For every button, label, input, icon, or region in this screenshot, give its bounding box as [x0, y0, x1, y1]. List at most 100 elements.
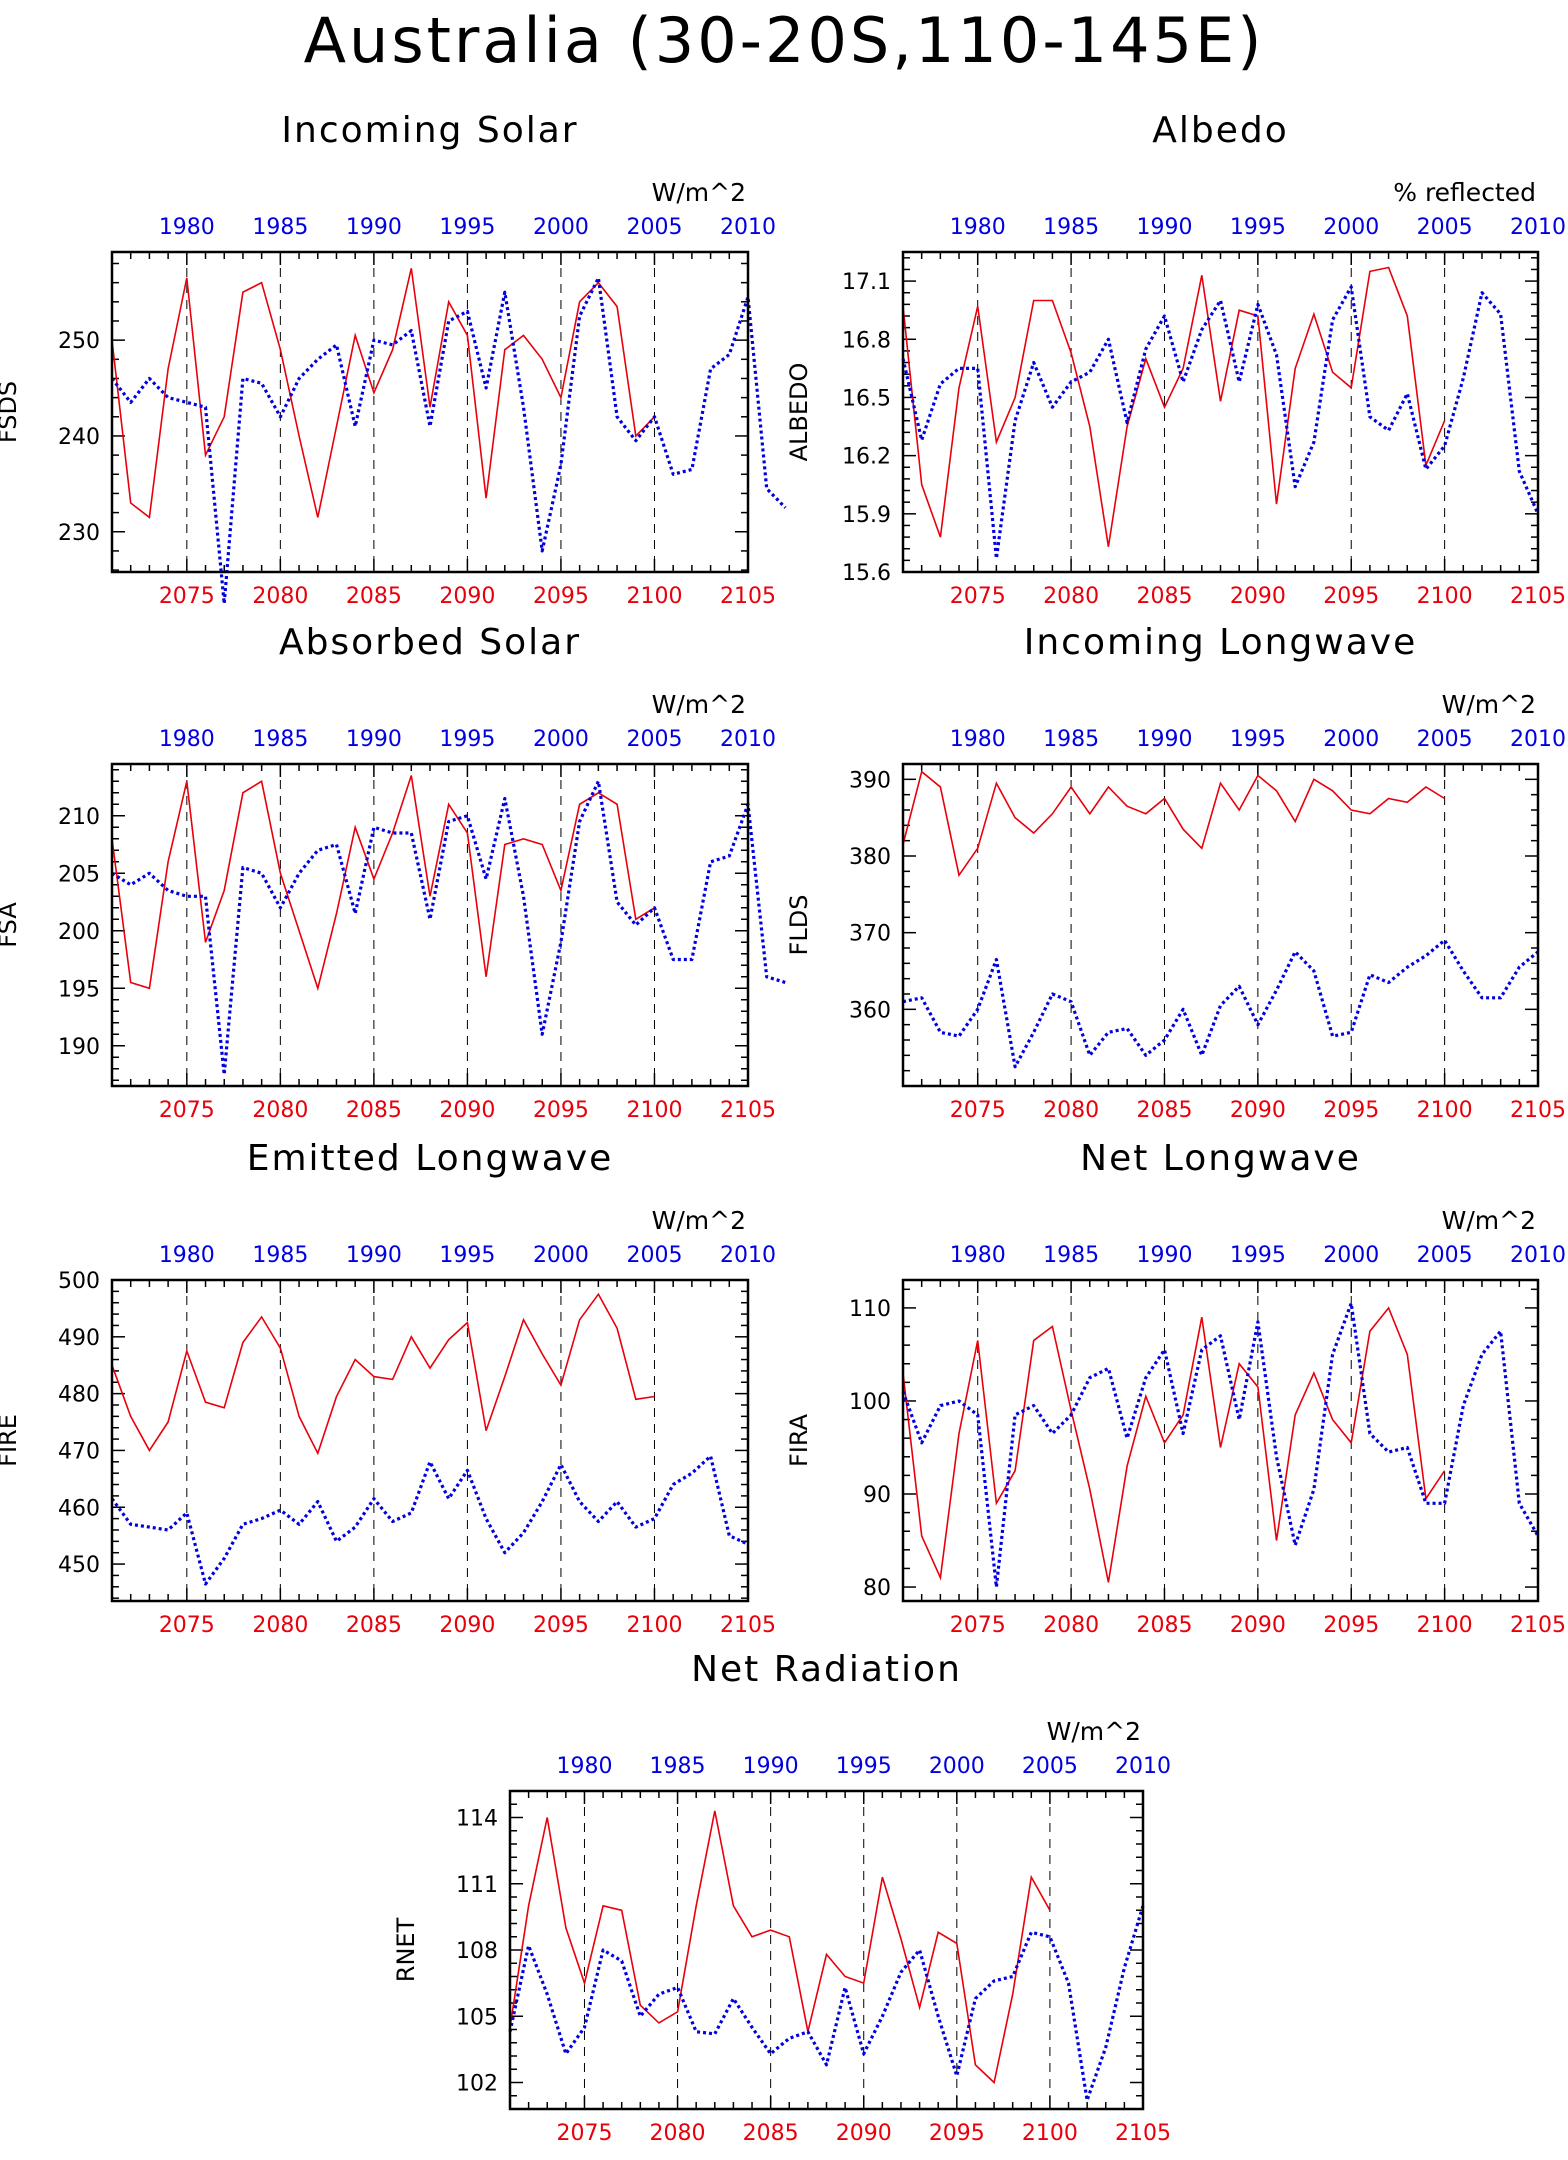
y-axis-label: RNET — [392, 1917, 420, 1982]
x-tick-label-top: 2005 — [626, 727, 682, 752]
units-label: W/m^2 — [1442, 690, 1536, 719]
y-tick-label: 16.2 — [842, 445, 891, 470]
plot-frame — [508, 1789, 1145, 2111]
x-tick-label-top: 1985 — [1043, 727, 1099, 752]
x-tick-label-bottom: 2100 — [1417, 584, 1473, 609]
x-tick-label-top: 2010 — [1510, 727, 1566, 752]
x-tick-label-top: 1990 — [1136, 1243, 1192, 1268]
x-tick-label-top: 2010 — [720, 727, 776, 752]
x-tick-label-bottom: 2105 — [720, 1098, 776, 1123]
series-line-past — [110, 1454, 749, 1586]
chart-albedo: Albedo % reflected ALBEDO 15.6 15.9 16.2 16.5 1… — [785, 110, 1566, 609]
y-tick-label: 500 — [58, 1269, 100, 1294]
x-tick-label-bottom: 2100 — [626, 1098, 682, 1123]
y-tick-label: 108 — [456, 1939, 498, 1964]
y-tick-label: 240 — [58, 425, 100, 450]
x-tick-label-bottom: 2080 — [252, 1613, 308, 1638]
x-tick-label-bottom: 2095 — [1323, 584, 1379, 609]
chart-title: Albedo — [1152, 110, 1289, 151]
x-tick-label-bottom: 2105 — [720, 1613, 776, 1638]
chart-net-longwave: Net Longwave W/m^2 FIRA 80 90 100 110 2075 2080 2… — [785, 1138, 1566, 1638]
x-tick-label-bottom: 2090 — [836, 2121, 892, 2146]
x-tick-label-bottom: 2090 — [1230, 1613, 1286, 1638]
y-tick-label: 90 — [863, 1483, 891, 1508]
x-tick-label-top: 2010 — [720, 215, 776, 240]
x-tick-label-top: 2010 — [1510, 215, 1566, 240]
x-tick-label-bottom: 2095 — [533, 1613, 589, 1638]
series-line-past — [111, 779, 786, 1077]
plot-frame — [901, 250, 1540, 574]
series-line-future — [111, 268, 656, 519]
x-tick-label-top: 1980 — [159, 1243, 215, 1268]
x-tick-label-top: 2005 — [1417, 215, 1473, 240]
x-tick-label-top: 2000 — [533, 1243, 589, 1268]
chart-title: Absorbed Solar — [279, 622, 581, 663]
y-tick-label: 250 — [58, 329, 100, 354]
units-label: W/m^2 — [1442, 1206, 1536, 1235]
x-tick-label-top: 1995 — [439, 1243, 495, 1268]
x-tick-label-bottom: 2075 — [159, 1098, 215, 1123]
chart-title: Incoming Solar — [281, 110, 578, 151]
x-tick-label-bottom: 2095 — [533, 1098, 589, 1123]
x-tick-label-bottom: 2080 — [650, 2121, 706, 2146]
x-tick-label-top: 1985 — [1043, 1243, 1099, 1268]
x-tick-label-top: 1980 — [950, 727, 1006, 752]
units-label: W/m^2 — [652, 1206, 746, 1235]
x-tick-label-top: 2000 — [929, 1754, 985, 1779]
plot-frame — [110, 250, 750, 574]
x-tick-label-bottom: 2085 — [1136, 1098, 1192, 1123]
x-tick-label-top: 1985 — [252, 727, 308, 752]
x-tick-label-bottom: 2085 — [1136, 1613, 1192, 1638]
chart-title: Incoming Longwave — [1024, 622, 1418, 663]
x-tick-label-top: 1980 — [950, 215, 1006, 240]
y-axis-label: FSDS — [0, 381, 22, 443]
y-tick-label: 114 — [456, 1807, 498, 1832]
y-tick-label: 200 — [58, 920, 100, 945]
x-tick-label-top: 1980 — [556, 1754, 612, 1779]
y-tick-label: 17.1 — [842, 270, 891, 295]
y-tick-label: 190 — [58, 1035, 100, 1060]
series-line-future — [111, 775, 655, 992]
plot-frame — [901, 762, 1540, 1088]
y-tick-label: 15.9 — [842, 503, 891, 528]
x-tick-label-bottom: 2095 — [929, 2121, 985, 2146]
chart-title: Net Radiation — [691, 1649, 962, 1690]
x-tick-label-bottom: 2105 — [1510, 1098, 1566, 1123]
chart-net-radiation: Net Radiation W/m^2 RNET 102 105 108 111 114 207… — [392, 1649, 1171, 2146]
chart-absorbed-solar: Absorbed Solar W/m^2 FSA 190 195 200 205 210 207… — [0, 622, 786, 1123]
x-tick-label-top: 1990 — [1136, 215, 1192, 240]
figure-title: Australia (30-20S,110-145E) — [304, 4, 1265, 77]
x-tick-label-bottom: 2075 — [159, 1613, 215, 1638]
x-tick-label-bottom: 2080 — [252, 1098, 308, 1123]
x-tick-label-top: 2005 — [626, 215, 682, 240]
x-tick-label-top: 1990 — [346, 727, 402, 752]
series-line-past — [901, 285, 1540, 561]
x-tick-label-bottom: 2095 — [1323, 1613, 1379, 1638]
x-tick-label-bottom: 2095 — [533, 584, 589, 609]
x-tick-label-bottom: 2085 — [346, 1098, 402, 1123]
x-tick-label-top: 1995 — [439, 727, 495, 752]
chart-incoming-longwave: Incoming Longwave W/m^2 FLDS 360 370 380 390 20… — [785, 622, 1566, 1123]
x-tick-label-bottom: 2105 — [720, 584, 776, 609]
series-line-past — [901, 1301, 1540, 1589]
x-tick-label-top: 1995 — [1230, 1243, 1286, 1268]
x-tick-label-bottom: 2075 — [159, 584, 215, 609]
series-line-past — [902, 938, 1540, 1069]
chart-title: Emitted Longwave — [247, 1138, 614, 1179]
series-line-future — [902, 1306, 1446, 1583]
x-tick-label-bottom: 2105 — [1510, 1613, 1566, 1638]
x-tick-label-top: 1995 — [836, 1754, 892, 1779]
series-line-future — [902, 770, 1446, 878]
x-tick-label-top: 1985 — [252, 1243, 308, 1268]
plot-frame — [110, 1278, 750, 1603]
units-label: W/m^2 — [652, 178, 746, 207]
y-tick-label: 230 — [58, 521, 100, 546]
x-tick-label-bottom: 2095 — [1323, 1098, 1379, 1123]
x-tick-label-bottom: 2085 — [346, 1613, 402, 1638]
y-tick-label: 100 — [849, 1390, 891, 1415]
y-tick-label: 105 — [456, 2005, 498, 2030]
y-tick-label: 16.5 — [842, 386, 891, 411]
x-tick-label-top: 2005 — [1022, 1754, 1078, 1779]
y-axis-label: FIRE — [0, 1414, 22, 1467]
x-tick-label-bottom: 2100 — [1417, 1098, 1473, 1123]
